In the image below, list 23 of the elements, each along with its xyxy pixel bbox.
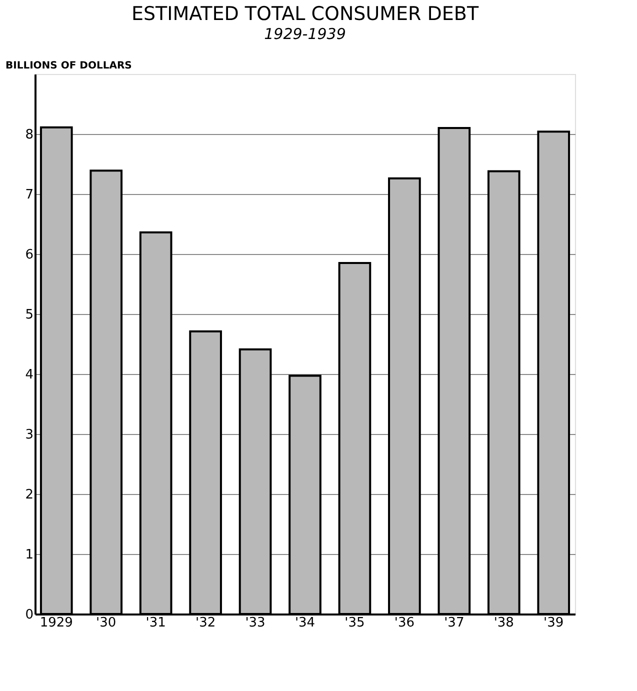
y-tick-label: 5 [25, 308, 34, 322]
x-tick-label: '37 [444, 616, 464, 630]
y-axis-title: BILLIONS OF DOLLARS [6, 60, 132, 72]
y-tick-label: 6 [25, 248, 34, 262]
y-tick-label: 8 [25, 128, 34, 142]
x-tick-label: '39 [544, 616, 564, 630]
y-tick-label: 3 [25, 428, 34, 442]
y-tick-label: 2 [25, 488, 34, 502]
chart-subtitle: 1929-1939 [264, 25, 346, 43]
y-tick-label: 0 [25, 608, 34, 622]
x-tick-label: '32 [195, 616, 216, 630]
y-tick-label: 7 [25, 188, 34, 202]
y-tick-label: 1 [25, 548, 34, 562]
x-tick-label: '38 [494, 616, 514, 630]
x-tick-label: '34 [294, 616, 316, 630]
x-tick-label: 1929 [40, 616, 73, 630]
x-tick-label: '35 [344, 616, 365, 630]
x-tick-label: '33 [245, 616, 266, 630]
x-tick-label: '36 [394, 616, 415, 630]
x-tick-label: '31 [146, 616, 166, 630]
x-tick-label: '30 [96, 616, 116, 630]
chart-title: ESTIMATED TOTAL CONSUMER DEBT [131, 3, 479, 25]
y-tick-label: 4 [25, 368, 34, 382]
